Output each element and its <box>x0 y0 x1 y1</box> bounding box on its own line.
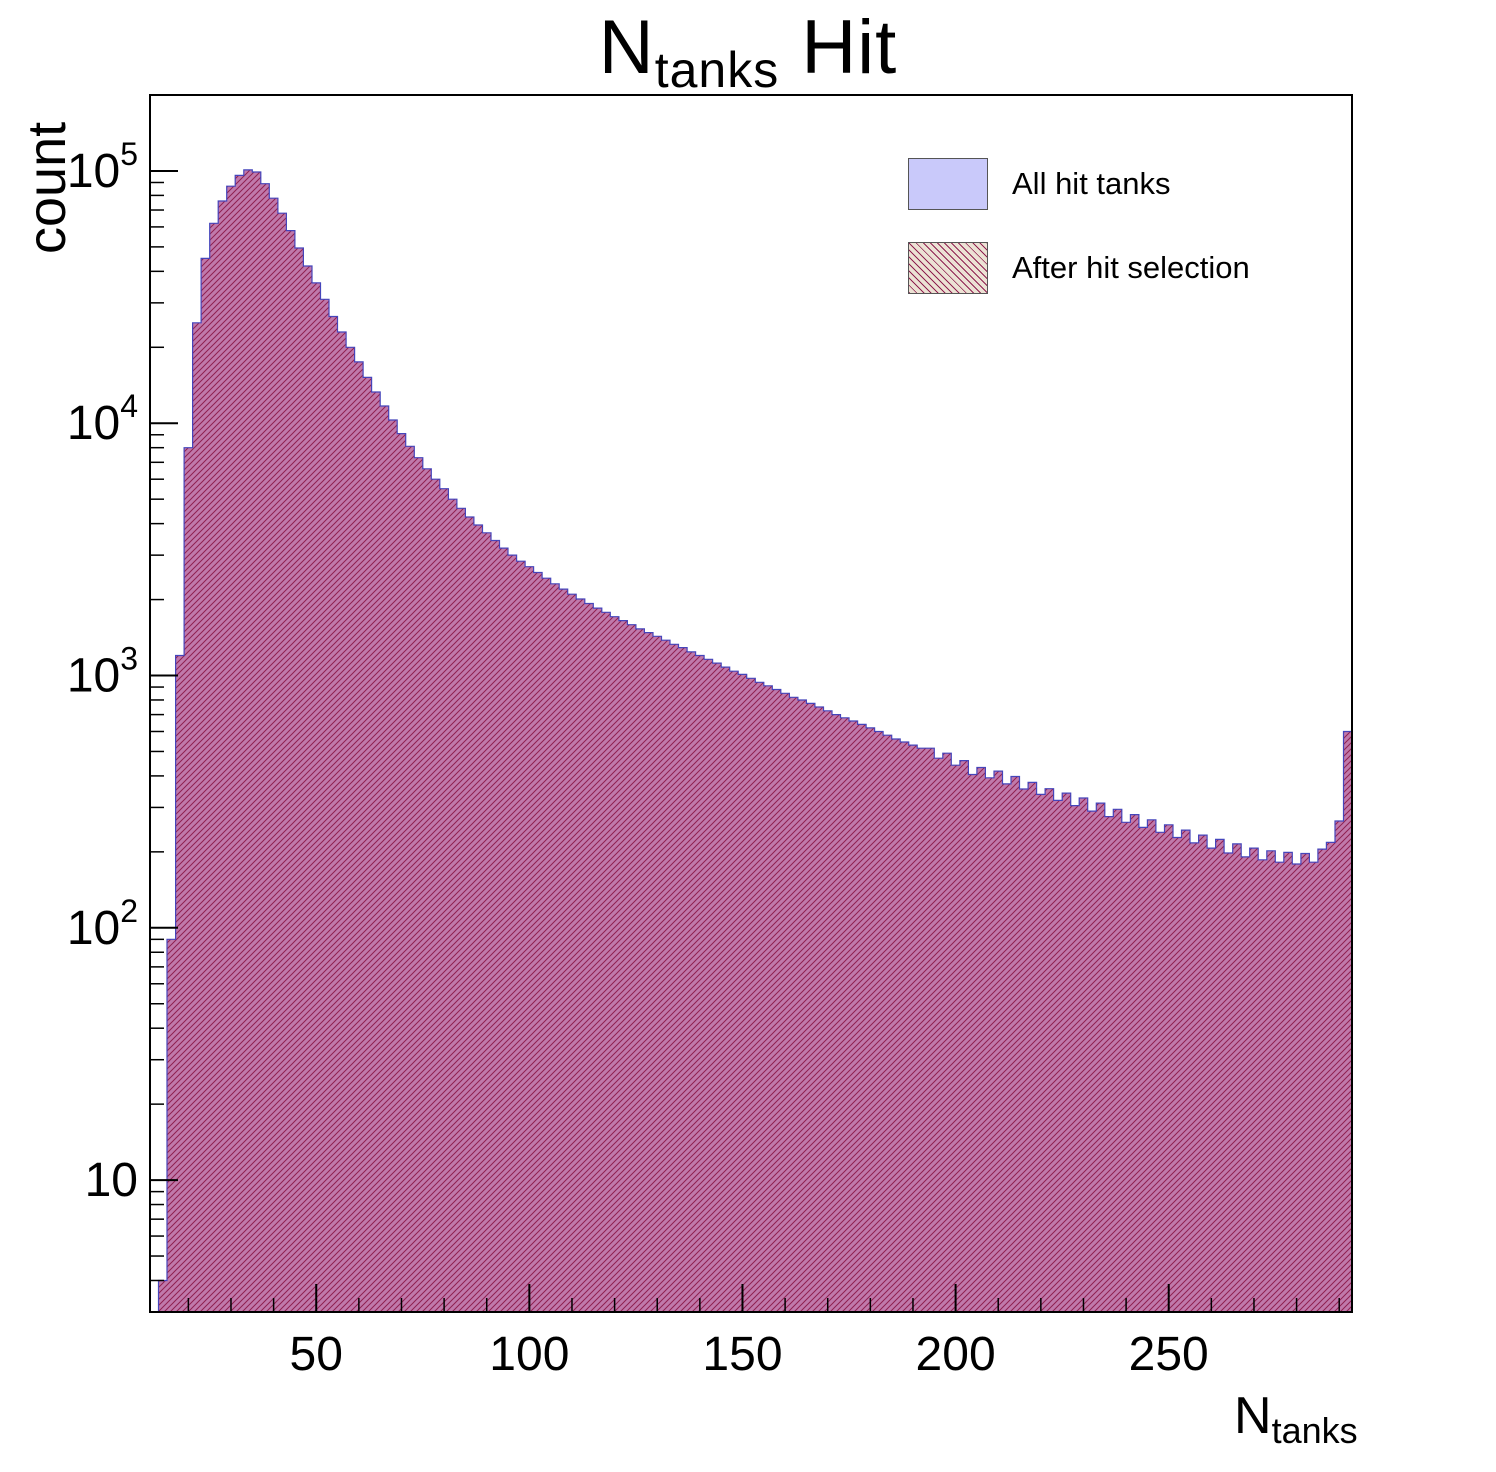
svg-text:102: 102 <box>67 893 138 955</box>
legend: All hit tanks After hit selection <box>908 142 1250 310</box>
legend-label-all-hit-tanks: All hit tanks <box>1012 166 1171 201</box>
legend-item-after-hit-selection: After hit selection <box>908 226 1250 310</box>
svg-text:104: 104 <box>67 388 138 450</box>
x-axis-title-subscript: tanks <box>1271 1410 1358 1451</box>
svg-text:10: 10 <box>85 1154 138 1207</box>
svg-text:105: 105 <box>67 136 138 198</box>
svg-text:50: 50 <box>290 1328 343 1381</box>
chart-title-suffix: Hit <box>779 5 898 90</box>
x-axis-title: Ntanks <box>1234 1386 1358 1452</box>
svg-text:250: 250 <box>1129 1328 1209 1381</box>
chart-title: Ntanks Hit <box>0 4 1496 99</box>
svg-text:200: 200 <box>916 1328 996 1381</box>
chart-title-prefix: N <box>598 5 655 90</box>
legend-swatch-red-hatch <box>908 242 988 294</box>
svg-text:100: 100 <box>489 1328 569 1381</box>
x-axis-title-prefix: N <box>1234 1387 1272 1445</box>
legend-label-after-hit-selection: After hit selection <box>1012 250 1250 285</box>
legend-swatch-blue-fill <box>908 158 988 210</box>
svg-text:150: 150 <box>702 1328 782 1381</box>
chart-title-subscript: tanks <box>654 42 780 98</box>
svg-text:103: 103 <box>67 641 138 703</box>
legend-item-all-hit-tanks: All hit tanks <box>908 142 1250 226</box>
